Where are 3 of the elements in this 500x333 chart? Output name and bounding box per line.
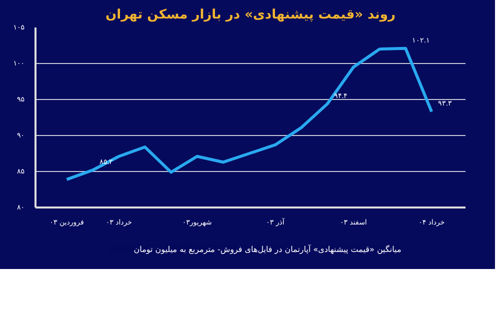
chart-title: روند «قیمت پیشنهادی» در بازار مسکن تهران: [106, 8, 396, 22]
line-series: [65, 46, 434, 181]
text: میانگین «قیمت پیشنهادی» آپارتمان در فایل‌های فروش- مترمربع به میلیون تومان: [134, 244, 402, 254]
